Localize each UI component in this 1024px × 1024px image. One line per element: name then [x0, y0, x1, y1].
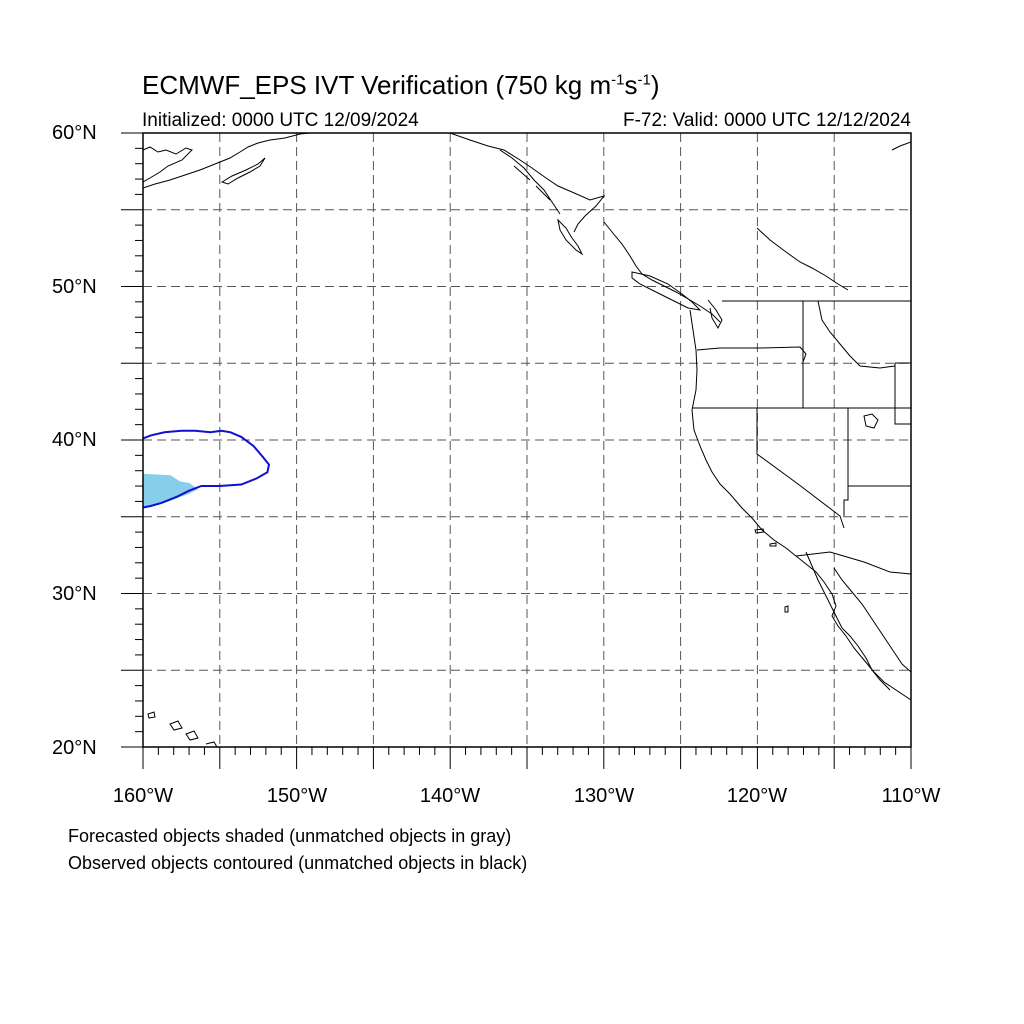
california-nevada-border	[756, 408, 845, 529]
us-mexico-border	[795, 551, 911, 575]
observed-object-contour	[143, 429, 271, 509]
alaska-panhandle-coast	[449, 133, 606, 233]
nevada-utah-border	[843, 408, 849, 516]
gulf-of-california-coast	[833, 567, 911, 673]
map-title: ECMWF_EPS IVT Verification (750 kg m-1s-…	[142, 70, 660, 100]
lat-label-20n: 20°N	[52, 737, 97, 759]
forecast-legend-note: Forecasted objects shaded (unmatched obj…	[68, 826, 512, 846]
vancouver-island-coast	[631, 271, 702, 311]
kodiak-island-coast	[220, 157, 266, 185]
lon-label-110w: 110°W	[881, 785, 941, 807]
alaska-coast	[143, 146, 193, 183]
small-island	[784, 605, 789, 613]
lat-label-40n: 40°N	[52, 429, 97, 451]
alaska-peninsula-coast	[143, 133, 311, 189]
valid-time: F-72: Valid: 0000 UTC 12/12/2024	[623, 110, 911, 131]
us-west-coast	[689, 309, 911, 701]
montana-river-line	[756, 227, 849, 291]
axis-ticks	[121, 132, 912, 769]
lat-label-50n: 50°N	[52, 276, 97, 298]
haida-gwaii-coast	[557, 218, 584, 256]
puget-sound-coast	[707, 299, 723, 330]
verification-objects	[143, 429, 271, 509]
lon-label-150w: 150°W	[266, 785, 328, 807]
lon-label-120w: 120°W	[726, 785, 788, 807]
great-salt-lake-outline	[863, 413, 879, 429]
lon-label-130w: 130°W	[573, 785, 635, 807]
forecast-object-shading	[143, 473, 199, 508]
alexander-archipelago-coast	[499, 149, 561, 215]
lon-label-160w: 160°W	[112, 785, 174, 807]
observed-legend-note: Observed objects contoured (unmatched ob…	[68, 853, 528, 873]
lat-label-60n: 60°N	[52, 122, 97, 144]
north-coast-fragment	[891, 141, 911, 151]
initialized-time: Initialized: 0000 UTC 12/09/2024	[142, 110, 419, 131]
idaho-border	[802, 300, 896, 408]
channel-islands	[754, 528, 777, 547]
coastlines-and-borders	[143, 133, 911, 747]
gridlines	[143, 133, 911, 747]
wyoming-border	[894, 362, 911, 425]
hawaii-islands	[147, 711, 218, 747]
lon-label-140w: 140°W	[419, 785, 481, 807]
bc-coast	[603, 221, 721, 323]
lat-label-30n: 30°N	[52, 583, 97, 605]
washington-oregon-border	[696, 346, 807, 363]
map-frame	[142, 132, 912, 748]
baja-peninsula-coast	[805, 551, 891, 691]
